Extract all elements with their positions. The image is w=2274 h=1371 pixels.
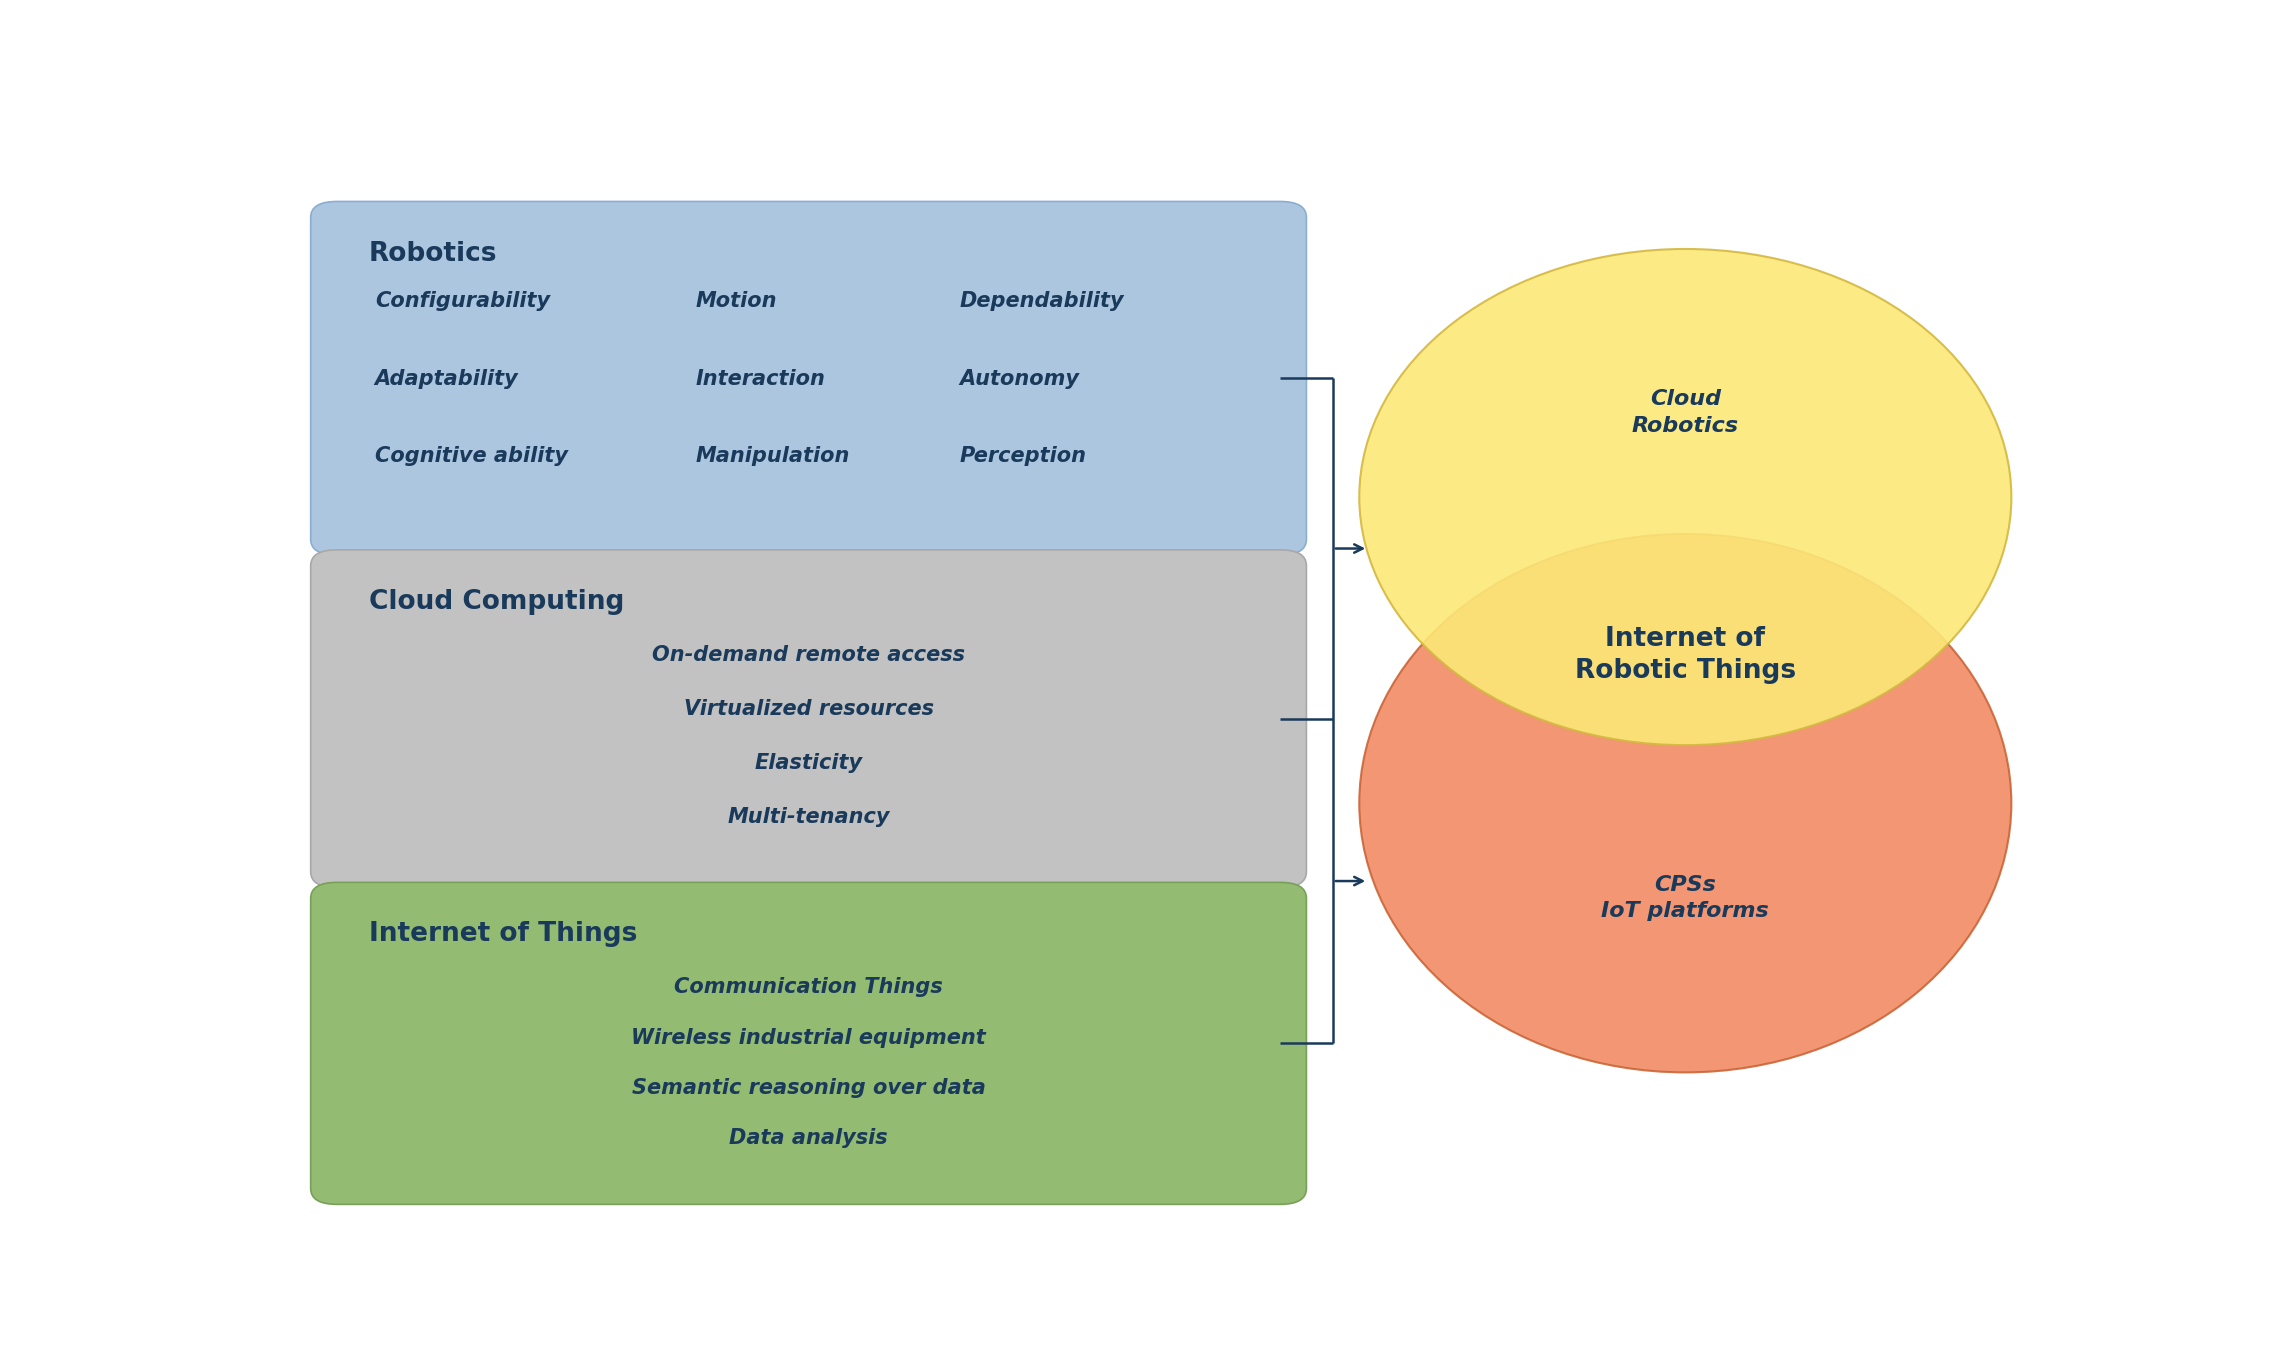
Ellipse shape: [1360, 533, 2012, 1072]
Text: Robotics: Robotics: [368, 240, 498, 266]
Ellipse shape: [1360, 250, 2012, 746]
Text: Cognitive ability: Cognitive ability: [375, 446, 568, 466]
Text: Adaptability: Adaptability: [375, 369, 518, 388]
Text: CPSs
IoT platforms: CPSs IoT platforms: [1601, 875, 1769, 921]
Text: Communication Things: Communication Things: [673, 978, 944, 997]
Text: Manipulation: Manipulation: [696, 446, 850, 466]
Text: Data analysis: Data analysis: [730, 1128, 887, 1148]
FancyBboxPatch shape: [312, 202, 1308, 555]
Text: Elasticity: Elasticity: [755, 753, 862, 773]
Text: Virtualized resources: Virtualized resources: [684, 699, 935, 718]
Text: Autonomy: Autonomy: [960, 369, 1080, 388]
Text: Cloud
Robotics: Cloud Robotics: [1633, 389, 1740, 436]
Text: Dependability: Dependability: [960, 291, 1123, 311]
Text: Internet of Things: Internet of Things: [368, 921, 637, 947]
Text: Perception: Perception: [960, 446, 1087, 466]
Text: Wireless industrial equipment: Wireless industrial equipment: [632, 1027, 987, 1047]
Text: Semantic reasoning over data: Semantic reasoning over data: [632, 1078, 985, 1098]
FancyBboxPatch shape: [312, 550, 1308, 887]
FancyBboxPatch shape: [312, 883, 1308, 1204]
Text: Motion: Motion: [696, 291, 778, 311]
Text: On-demand remote access: On-demand remote access: [653, 644, 964, 665]
Text: Internet of
Robotic Things: Internet of Robotic Things: [1576, 627, 1796, 684]
Text: Cloud Computing: Cloud Computing: [368, 590, 625, 616]
Text: Multi-tenancy: Multi-tenancy: [728, 808, 889, 827]
Text: Interaction: Interaction: [696, 369, 825, 388]
Text: Configurability: Configurability: [375, 291, 550, 311]
